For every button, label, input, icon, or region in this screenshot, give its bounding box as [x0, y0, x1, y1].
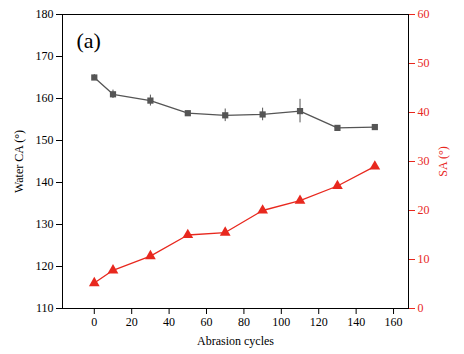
- svg-text:SA (°): SA (°): [436, 146, 450, 176]
- svg-text:Abrasion cycles: Abrasion cycles: [197, 334, 274, 348]
- svg-text:160: 160: [385, 315, 403, 329]
- svg-text:120: 120: [310, 315, 328, 329]
- svg-text:100: 100: [272, 315, 290, 329]
- svg-text:Water CA (°): Water CA (°): [12, 130, 26, 193]
- svg-text:130: 130: [36, 217, 54, 231]
- svg-text:160: 160: [36, 91, 54, 105]
- svg-text:110: 110: [36, 301, 54, 315]
- svg-text:10: 10: [418, 252, 430, 266]
- svg-text:50: 50: [418, 56, 430, 70]
- svg-text:180: 180: [36, 7, 54, 21]
- svg-text:0: 0: [91, 315, 97, 329]
- svg-text:140: 140: [347, 315, 365, 329]
- svg-text:140: 140: [36, 175, 54, 189]
- svg-text:170: 170: [36, 49, 54, 63]
- svg-text:60: 60: [418, 7, 430, 21]
- svg-text:80: 80: [238, 315, 250, 329]
- svg-text:150: 150: [36, 133, 54, 147]
- svg-text:40: 40: [418, 105, 430, 119]
- svg-text:40: 40: [163, 315, 175, 329]
- svg-text:120: 120: [36, 259, 54, 273]
- svg-text:20: 20: [418, 203, 430, 217]
- svg-text:60: 60: [201, 315, 213, 329]
- svg-text:20: 20: [126, 315, 138, 329]
- svg-text:0: 0: [418, 301, 424, 315]
- svg-text:(a): (a): [77, 28, 101, 53]
- svg-text:30: 30: [418, 154, 430, 168]
